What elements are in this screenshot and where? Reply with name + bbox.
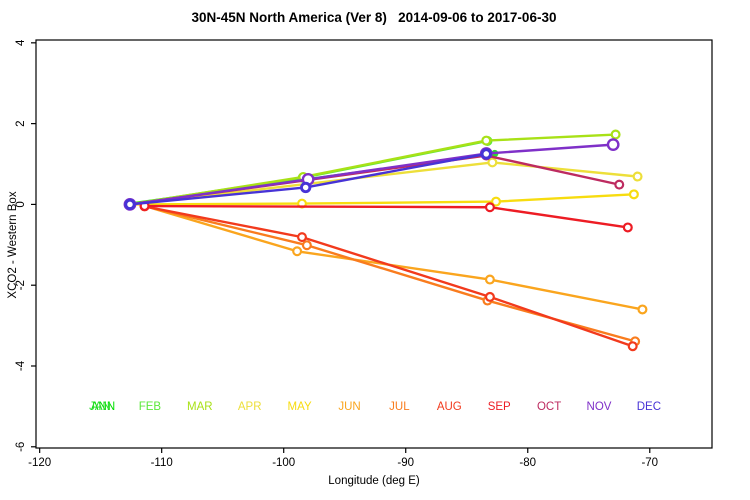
marker-AUG [484,291,495,302]
marker-MAR [610,129,621,140]
y-tick-label: 0 [15,201,27,207]
legend-label-MAR: MAR [187,401,213,413]
legend-label-APR: APR [238,401,262,413]
x-tick-label: -100 [272,457,295,469]
marker-SEP [622,222,633,233]
marker-SEP [484,202,495,213]
y-tick-label: 2 [15,120,27,126]
legend-overprint-ANN: ANN [91,401,115,413]
marker-APR [632,171,643,182]
marker-JUN [637,304,648,315]
legend-label-JAN: JAN [89,401,111,413]
x-tick-label: -110 [151,457,173,469]
legend-label-JUL: JUL [389,401,410,413]
marker-DEC [124,198,136,211]
marker-OCT [614,179,625,190]
marker-DEC [480,148,492,160]
legend-label-SEP: SEP [488,401,511,413]
series-line-MAR [128,133,617,206]
marker-AUG [297,232,308,243]
marker-AUG [627,341,638,352]
marker-JUN [292,246,303,257]
y-tick-label: 4 [15,39,27,46]
x-tick-label: -80 [519,457,536,469]
series-line-NOV [128,143,615,206]
marker-JUN [484,274,495,285]
marker-DEC [300,181,312,194]
legend-label-FEB: FEB [139,401,162,413]
marker-MAR [481,135,492,146]
series-line-AUG [143,205,634,348]
series-line-MAY [128,193,636,206]
legend-label-OCT: OCT [537,401,561,413]
marker-MAY [628,189,639,200]
x-axis-title: Longitude (deg E) [328,475,420,487]
plot-box [35,39,713,449]
x-tick-label: -70 [641,457,658,469]
marker-NOV [606,138,620,152]
marker-APR [487,157,498,168]
legend-label-AUG: AUG [437,401,462,413]
legend-label-NOV: NOV [587,401,612,413]
y-tick-label: -4 [15,360,27,371]
legend-label-MAY: MAY [288,401,312,413]
chart-title: 30N-45N North America (Ver 8) 2014-09-06… [191,10,557,25]
y-tick-label: -6 [15,442,27,452]
y-tick-label: -2 [15,280,27,290]
x-tick-label: -120 [28,457,51,469]
x-tick-label: -90 [397,457,414,469]
y-axis-title: XCO2 - Western Box [7,191,19,299]
legend-label-DEC: DEC [637,401,661,413]
marker-JUL [301,240,312,251]
legend-label-JUN: JUN [338,401,360,413]
marker-MAY [491,196,502,207]
